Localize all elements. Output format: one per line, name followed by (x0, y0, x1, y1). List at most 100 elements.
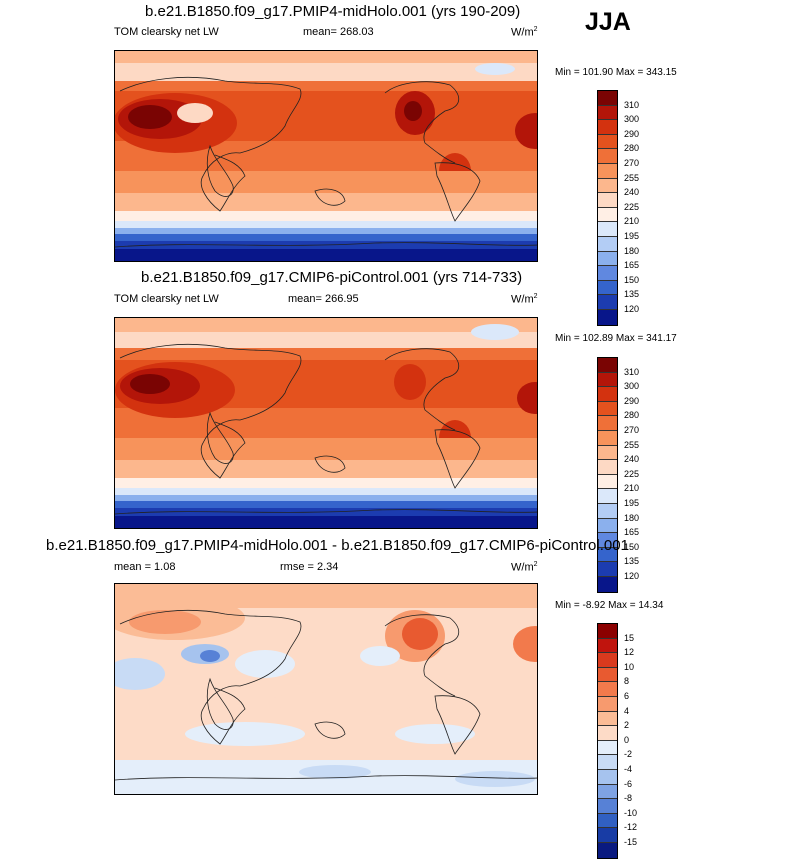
colorbar-tick-label: 120 (624, 571, 640, 581)
colorbar-swatch (598, 726, 617, 741)
colorbar-swatch (598, 178, 617, 194)
colorbar-tick-label: 240 (624, 187, 640, 198)
colorbar-tick-label: 6 (624, 691, 630, 701)
colorbar-tick-label: 165 (624, 260, 640, 271)
colorbar-tick-label: 240 (624, 454, 640, 465)
colorbar-tick-label: 270 (624, 158, 640, 168)
colorbar-swatch (598, 416, 617, 431)
colorbar-tick-label: 120 (624, 304, 640, 314)
colorbar-tick-label: -12 (624, 822, 638, 833)
colorbar-swatch (598, 624, 617, 639)
colorbar-swatch (598, 638, 617, 654)
colorbar-swatch (598, 489, 617, 504)
panel-1-minmax: Min = 101.90 Max = 343.15 (555, 67, 677, 78)
panel-2-map (114, 317, 538, 529)
panel-3-units: W/m2 (511, 561, 538, 574)
colorbar-tick-label: 210 (624, 216, 640, 227)
colorbar-swatch (598, 711, 617, 727)
colorbar-tick-label: 310 (624, 366, 640, 377)
colorbar-swatch (598, 91, 617, 106)
colorbar-swatch (598, 518, 617, 534)
colorbar-swatch (598, 842, 617, 858)
panel-3-title: b.e21.B1850.f09_g17.PMIP4-midHolo.001 - … (46, 537, 629, 554)
colorbar-tick-label: 195 (624, 498, 640, 508)
panel-1-title: b.e21.B1850.f09_g17.PMIP4-midHolo.001 (y… (145, 3, 521, 20)
colorbar-swatch (598, 207, 617, 223)
colorbar-tick-label: 180 (624, 245, 640, 256)
colorbar-swatch (598, 280, 617, 296)
colorbar-tick-label: 255 (624, 172, 640, 183)
colorbar-swatch (598, 653, 617, 668)
colorbar-swatch (598, 430, 617, 446)
panel-3-map (114, 583, 538, 795)
colorbar-swatch (598, 474, 617, 490)
colorbar-swatch (598, 266, 617, 281)
colorbar-tick-label: 290 (624, 128, 640, 139)
colorbar-tick-label: 0 (624, 734, 630, 745)
colorbar-swatch (598, 813, 617, 829)
colorbar-tick-label: 300 (624, 381, 640, 392)
panel-2-minmax: Min = 102.89 Max = 341.17 (555, 333, 677, 344)
colorbar-swatch (598, 696, 617, 712)
colorbar-swatch (598, 667, 617, 683)
colorbar-swatch (598, 547, 617, 563)
panel-3-minmax: Min = -8.92 Max = 14.34 (555, 600, 664, 611)
colorbar-tick-label: 4 (624, 705, 630, 716)
colorbar-swatch (598, 163, 617, 179)
colorbar-swatch (598, 533, 617, 548)
colorbar-tick-label: -2 (624, 749, 633, 760)
colorbar-tick-label: 12 (624, 647, 635, 658)
colorbar-swatch (598, 445, 617, 461)
panel-1-mean-label: mean= 268.03 (303, 26, 374, 38)
colorbar-tick-label: 210 (624, 483, 640, 494)
colorbar-swatch (598, 460, 617, 475)
colorbar-tick-label: -8 (624, 793, 633, 804)
colorbar-tick-label: 300 (624, 114, 640, 125)
colorbar-swatch (598, 105, 617, 121)
panel-3-mean-label: mean = 1.08 (114, 561, 176, 573)
colorbar-swatch (598, 503, 617, 519)
colorbar-swatch (598, 576, 617, 592)
panel-3-rmse-label: rmse = 2.34 (280, 561, 339, 573)
panel-1-colorbar (597, 90, 618, 326)
colorbar-swatch (598, 309, 617, 325)
colorbar-tick-label: 8 (624, 676, 630, 687)
colorbar-tick-label: -15 (624, 837, 638, 847)
colorbar-swatch (598, 755, 617, 770)
colorbar-swatch (598, 236, 617, 252)
panel-2-title: b.e21.B1850.f09_g17.CMIP6-piControl.001 … (141, 269, 523, 286)
colorbar-tick-label: 2 (624, 720, 630, 731)
panel-2-mean-label: mean= 266.95 (288, 293, 359, 305)
colorbar-swatch (598, 149, 617, 164)
colorbar-swatch (598, 387, 617, 402)
colorbar-swatch (598, 740, 617, 756)
colorbar-tick-label: 280 (624, 410, 640, 421)
colorbar-swatch (598, 193, 617, 208)
colorbar-swatch (598, 358, 617, 373)
colorbar-tick-label: 150 (624, 274, 640, 285)
colorbar-swatch (598, 295, 617, 310)
colorbar-swatch (598, 784, 617, 800)
panel-2-units: W/m2 (511, 293, 538, 306)
panel-1-variable-label: TOM clearsky net LW (114, 26, 219, 38)
colorbar-swatch (598, 372, 617, 388)
colorbar-tick-label: 195 (624, 231, 640, 241)
season-label: JJA (585, 8, 631, 36)
panel-1-map (114, 50, 538, 262)
panel-1-units: W/m2 (511, 26, 538, 39)
colorbar-tick-label: 135 (624, 556, 640, 567)
colorbar-tick-label: 10 (624, 661, 635, 672)
colorbar-swatch (598, 120, 617, 135)
colorbar-tick-label: -4 (624, 764, 633, 774)
colorbar-tick-label: 150 (624, 541, 640, 552)
colorbar-tick-label: -6 (624, 778, 633, 789)
colorbar-swatch (598, 769, 617, 785)
colorbar-tick-label: 255 (624, 439, 640, 450)
colorbar-tick-label: 280 (624, 143, 640, 154)
colorbar-swatch (598, 251, 617, 267)
colorbar-tick-label: 165 (624, 527, 640, 538)
colorbar-tick-label: 270 (624, 425, 640, 435)
colorbar-tick-label: 180 (624, 512, 640, 523)
colorbar-swatch (598, 562, 617, 577)
colorbar-swatch (598, 222, 617, 237)
